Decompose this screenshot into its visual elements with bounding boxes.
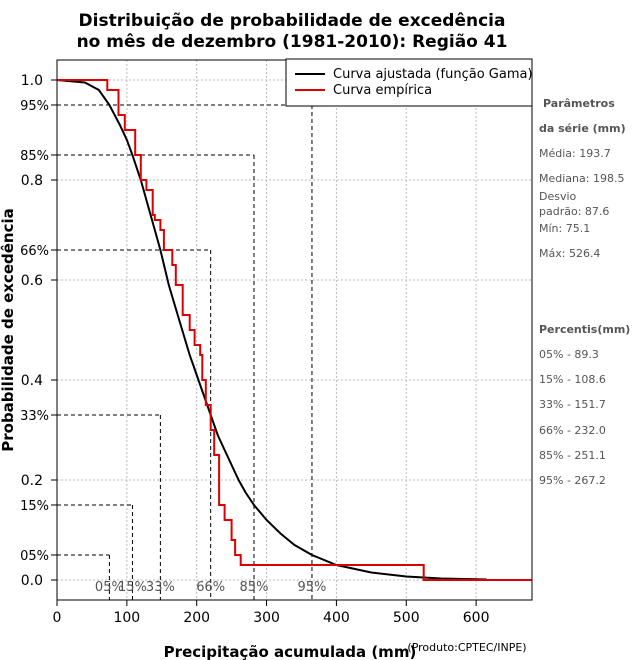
- percentil-66: 66% - 232.0: [539, 424, 606, 437]
- source-note: (Produto:CPTEC/INPE): [407, 641, 526, 654]
- curves: [56, 79, 532, 581]
- percentil-05: 05% - 89.3: [539, 348, 599, 361]
- param-median: Mediana: 198.5: [539, 172, 624, 185]
- y-axis: 0.0 0.2 0.4 0.6 0.8 1.0 05% 15% 33% 66% 85% 95%: [20, 73, 57, 589]
- x-pct-label-95%: 95%: [298, 580, 327, 595]
- legend-label-fitted: Curva ajustada (função Gama): [333, 67, 533, 82]
- params-heading-2: da série (mm): [539, 122, 626, 135]
- empirical-curve-line: [57, 79, 532, 581]
- y-axis-title: Probabilidade de excedência: [0, 208, 17, 452]
- x-axis-title: Precipitação acumulada (mm): [164, 643, 417, 660]
- legend-label-empirical: Curva empírica: [333, 83, 432, 98]
- x-tick-label-100: 100: [113, 610, 140, 626]
- x-percentile-labels: 05%15% 33% 66% 85% 95%: [95, 580, 326, 595]
- chart-title-line-2: no mês de dezembro (1981-2010): Região 4…: [77, 32, 508, 52]
- x-pct-label-66%: 66%: [196, 580, 225, 595]
- legend-box: [285, 58, 533, 107]
- side-panel: Parâmetros da série (mm) Média: 193.7 Me…: [539, 97, 630, 487]
- y-tick-label-0.8: 0.8: [21, 173, 43, 189]
- legend: Curva ajustada (função Gama) Curva empír…: [285, 58, 533, 107]
- x-tick-label-400: 400: [323, 610, 350, 626]
- percentil-33: 33% - 151.7: [539, 398, 606, 411]
- x-tick-label-0: 0: [53, 610, 62, 626]
- x-pct-label-85%: 85%: [240, 580, 269, 595]
- x-tick-label-600: 600: [463, 610, 490, 626]
- params-heading-1: Parâmetros: [543, 97, 615, 110]
- y-pct-tick-label-33%: 33%: [20, 409, 49, 424]
- y-pct-tick-label-15%: 15%: [20, 499, 49, 514]
- y-pct-tick-label-95%: 95%: [20, 99, 49, 114]
- percentile-guides: [57, 104, 313, 600]
- param-stddev-value: padrão: 87.6: [539, 205, 609, 218]
- param-min: Mín: 75.1: [539, 222, 590, 235]
- x-pct-label-05%: 05%: [95, 580, 124, 595]
- percentil-85: 85% - 251.1: [539, 449, 606, 462]
- y-tick-label-0.6: 0.6: [21, 273, 43, 289]
- x-tick-label-500: 500: [393, 610, 420, 626]
- y-pct-tick-label-66%: 66%: [20, 244, 49, 259]
- y-tick-label-1.0: 1.0: [21, 73, 43, 89]
- y-pct-tick-label-05%: 05%: [20, 549, 49, 564]
- percentil-15: 15% - 108.6: [539, 373, 606, 386]
- x-pct-label-33%: 33%: [146, 580, 175, 595]
- x-tick-label-300: 300: [253, 610, 280, 626]
- y-tick-label-0.2: 0.2: [21, 473, 43, 489]
- y-tick-label-0.0: 0.0: [21, 573, 43, 589]
- x-pct-label-15%: 15%: [118, 580, 147, 595]
- param-max: Máx: 526.4: [539, 247, 600, 260]
- y-pct-tick-label-85%: 85%: [20, 149, 49, 164]
- param-stddev-label: Desvio: [539, 190, 577, 203]
- y-tick-label-0.4: 0.4: [21, 373, 43, 389]
- x-axis: 0 100 200 300 400 500 600: [53, 600, 490, 626]
- x-tick-label-200: 200: [183, 610, 210, 626]
- percentil-95: 95% - 267.2: [539, 474, 606, 487]
- percentis-heading: Percentis(mm): [539, 323, 630, 336]
- param-mean: Média: 193.7: [539, 147, 611, 160]
- chart-title-line-1: Distribuição de probabilidade de excedên…: [79, 11, 506, 31]
